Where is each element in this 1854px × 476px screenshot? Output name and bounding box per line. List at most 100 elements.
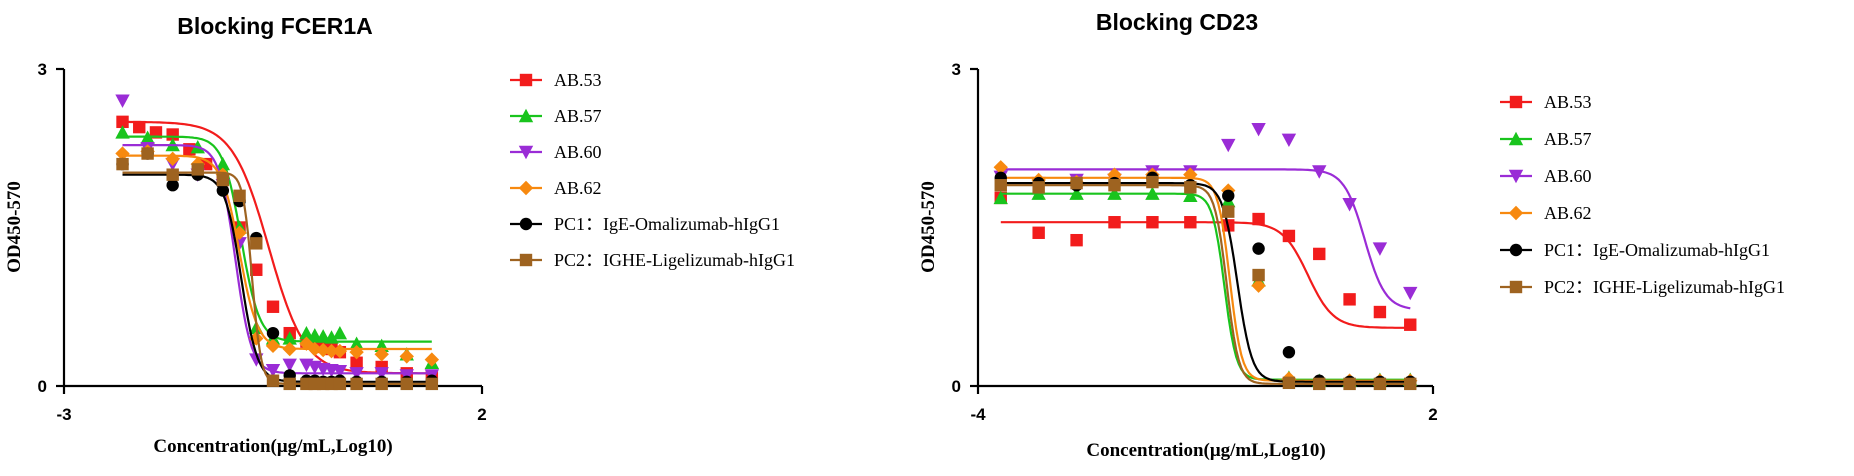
data-point bbox=[1313, 247, 1326, 261]
legend-symbol bbox=[518, 180, 534, 196]
data-point bbox=[375, 377, 388, 391]
data-point bbox=[115, 146, 130, 161]
legend-item: AB.53 bbox=[510, 70, 602, 90]
data-point bbox=[994, 179, 1007, 192]
legend-item: AB.60 bbox=[510, 142, 602, 162]
data-point bbox=[1107, 186, 1122, 200]
data-point bbox=[1252, 268, 1265, 282]
legend: AB.53 AB.57 AB.60 AB.62 PC1：IgE-Omalizum… bbox=[1500, 92, 1785, 297]
data-point bbox=[1404, 377, 1417, 391]
data-point bbox=[115, 125, 130, 139]
legend-marker bbox=[1500, 243, 1532, 257]
legend-marker bbox=[1500, 205, 1532, 221]
data-point bbox=[1145, 186, 1160, 200]
data-point bbox=[250, 237, 263, 250]
x-axis: -4 2 Concentration(μg/mL,Log10) bbox=[970, 384, 1438, 461]
legend-symbol bbox=[519, 253, 533, 267]
legend-label: AB.62 bbox=[554, 178, 602, 198]
legend-item: AB.62 bbox=[510, 178, 602, 198]
data-point bbox=[1313, 377, 1326, 391]
data-point bbox=[307, 341, 322, 357]
data-point bbox=[1343, 377, 1356, 391]
data-point bbox=[1281, 133, 1297, 147]
y-tick-label: 0 bbox=[952, 377, 961, 396]
legend-item: PC1：IgE-Omalizumab-hIgG1 bbox=[510, 214, 780, 234]
x-tick-label: -4 bbox=[970, 405, 986, 424]
x-axis-label: Concentration(μg/mL,Log10) bbox=[153, 436, 392, 457]
data-point bbox=[1032, 181, 1045, 194]
legend-symbol bbox=[1508, 131, 1524, 146]
fit-curve bbox=[1000, 182, 1411, 383]
x-tick-label: -3 bbox=[56, 405, 71, 424]
data-point bbox=[400, 377, 413, 391]
data-point bbox=[399, 349, 414, 364]
data-point bbox=[1312, 165, 1327, 179]
legend-label: PC2：IGHE-Ligelizumab-hIgG1 bbox=[1544, 277, 1785, 297]
legend: AB.53 AB.57 AB.60 AB.62 PC1：IgE-Omalizum… bbox=[510, 70, 795, 270]
legend-symbol bbox=[1509, 95, 1523, 109]
y-tick-label: 3 bbox=[38, 60, 47, 79]
data-point bbox=[1184, 216, 1197, 229]
y-axis: 3 0 OD450-570 bbox=[918, 60, 980, 396]
data-point bbox=[232, 225, 247, 240]
data-point bbox=[424, 352, 440, 367]
data-point bbox=[1372, 242, 1388, 256]
data-point bbox=[1184, 181, 1197, 194]
data-point bbox=[216, 173, 230, 187]
data-point bbox=[350, 356, 363, 369]
legend-marker bbox=[510, 145, 542, 160]
legend-label: AB.60 bbox=[1544, 166, 1592, 186]
plot-area bbox=[993, 123, 1418, 391]
data-point bbox=[1108, 179, 1121, 192]
data-point bbox=[1282, 376, 1296, 390]
chart-fcer1a: Blocking FCER1A 3 0 OD450-570 -3 2 Conce… bbox=[4, 13, 795, 457]
data-point bbox=[1070, 233, 1083, 247]
x-axis-label: Concentration(μg/mL,Log10) bbox=[1086, 440, 1325, 461]
data-point bbox=[1183, 167, 1198, 182]
data-point bbox=[133, 120, 146, 134]
chart-title: Blocking CD23 bbox=[1096, 9, 1258, 35]
y-tick-label: 0 bbox=[38, 377, 47, 396]
data-point bbox=[233, 189, 246, 202]
data-point bbox=[1183, 188, 1198, 202]
chart-title: Blocking FCER1A bbox=[177, 13, 373, 39]
data-point bbox=[266, 374, 280, 387]
legend-item: PC1：IgE-Omalizumab-hIgG1 bbox=[1500, 240, 1770, 260]
data-point bbox=[349, 367, 364, 381]
x-tick-label: 2 bbox=[1428, 405, 1437, 424]
legend-label: AB.53 bbox=[1544, 92, 1592, 112]
legend-symbol bbox=[1509, 280, 1523, 294]
data-point bbox=[1373, 377, 1387, 391]
data-point bbox=[1069, 186, 1084, 200]
data-point bbox=[250, 263, 263, 276]
data-point bbox=[425, 377, 439, 391]
data-point bbox=[1146, 175, 1159, 189]
data-point bbox=[265, 363, 281, 378]
data-point bbox=[115, 94, 130, 108]
data-point bbox=[315, 342, 331, 358]
legend-marker bbox=[510, 217, 542, 231]
legend-symbol bbox=[1508, 205, 1524, 221]
data-point bbox=[1282, 229, 1296, 243]
data-point bbox=[993, 190, 1008, 205]
legend-marker bbox=[510, 108, 542, 123]
legend-item: PC2：IGHE-Ligelizumab-hIgG1 bbox=[1500, 277, 1785, 297]
data-point bbox=[216, 184, 230, 197]
x-axis: -3 2 Concentration(μg/mL,Log10) bbox=[56, 384, 487, 457]
data-point bbox=[1403, 286, 1418, 301]
data-point bbox=[116, 157, 129, 171]
data-point bbox=[1342, 198, 1357, 212]
data-point bbox=[324, 330, 339, 344]
data-point bbox=[1404, 318, 1417, 331]
legend-label: AB.53 bbox=[554, 70, 602, 90]
data-point bbox=[191, 163, 204, 176]
data-point bbox=[1252, 242, 1265, 255]
legend-symbol bbox=[519, 73, 533, 87]
data-point bbox=[282, 341, 297, 357]
legend-label: AB.57 bbox=[1544, 129, 1592, 149]
data-point bbox=[993, 160, 1008, 175]
y-axis: 3 0 OD450-570 bbox=[4, 60, 66, 396]
chart-cd23: Blocking CD23 3 0 OD450-570 -4 2 Concent… bbox=[918, 9, 1785, 461]
data-point bbox=[332, 365, 348, 379]
